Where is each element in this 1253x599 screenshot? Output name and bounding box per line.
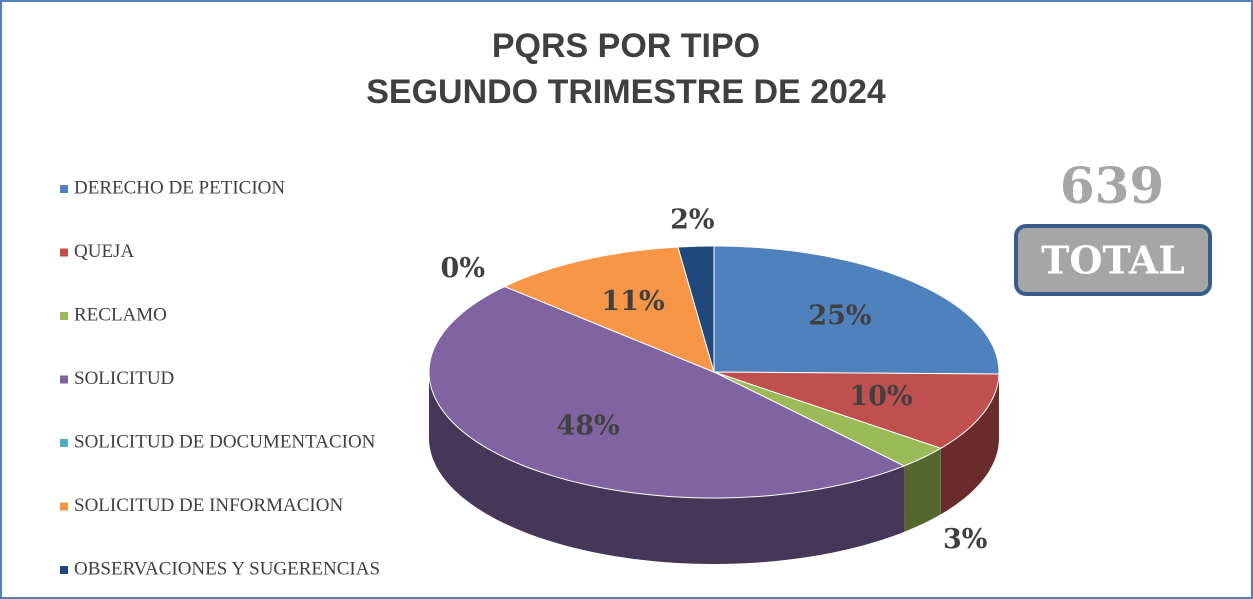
- legend-label: RECLAMO: [74, 304, 167, 325]
- data-label: 10%: [849, 381, 912, 412]
- legend-swatch: [60, 248, 68, 257]
- pie-slice: [713, 371, 1000, 449]
- pie-side: [904, 448, 941, 532]
- legend-label: SOLICITUD DE INFORMACION: [74, 495, 343, 516]
- legend-label: QUEJA: [74, 241, 134, 262]
- total-value: 639: [1060, 156, 1164, 215]
- pie-slice: [503, 246, 715, 373]
- data-label: 11%: [601, 286, 664, 317]
- legend-label: SOLICITUD: [74, 368, 174, 389]
- chart-title: PQRS POR TIPO: [492, 27, 760, 65]
- legend-swatch: [60, 312, 68, 320]
- pie-side: [429, 372, 905, 564]
- legend-label: SOLICITUD DE DOCUMENTACION: [74, 431, 376, 452]
- chart-subtitle: SEGUNDO TRIMESTRE DE 2024: [366, 73, 886, 111]
- pie-side: [940, 374, 999, 515]
- legend-swatch: [60, 439, 68, 447]
- data-label: 3%: [943, 524, 987, 555]
- pie-slice: [713, 245, 1000, 375]
- total-box: [1014, 224, 1212, 296]
- legend-label: DERECHO DE PETICION: [74, 177, 285, 198]
- pie-slice: [428, 285, 905, 499]
- legend-swatch: [60, 566, 68, 574]
- data-label: 0%: [441, 253, 485, 284]
- pie-slice: [677, 245, 715, 373]
- data-label: 48%: [556, 410, 619, 441]
- data-label: 25%: [808, 301, 871, 332]
- pie-slice: [713, 371, 942, 467]
- legend-label: OBSERVACIONES Y SUGERENCIAS: [74, 558, 380, 579]
- legend-swatch: [60, 502, 68, 511]
- total-label: TOTAL: [1041, 238, 1185, 283]
- legend-swatch: [60, 375, 68, 384]
- data-label: 2%: [670, 205, 714, 236]
- legend-swatch: [60, 185, 68, 193]
